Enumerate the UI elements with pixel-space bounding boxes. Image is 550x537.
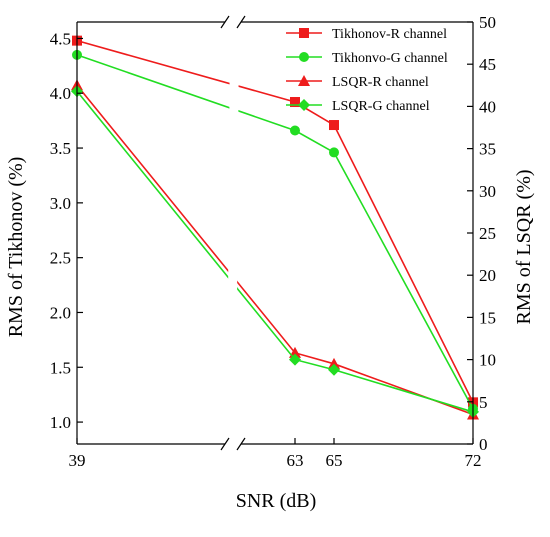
- series-line: [76, 39, 474, 403]
- right-y-tick-label: 30: [479, 182, 496, 201]
- legend-marker: [299, 28, 309, 38]
- left-y-tick-label: 3.0: [50, 194, 71, 213]
- legend: Tikhonov-R channel Tikhonvo-G channel LSQR…: [286, 27, 448, 114]
- axis-break-mark: [220, 437, 230, 451]
- right-y-tick-label: 40: [479, 97, 496, 116]
- legend-label: Tikhonov-R channel: [332, 27, 447, 42]
- series-line: [76, 90, 474, 413]
- left-y-tick-label: 4.0: [50, 84, 71, 103]
- data-point: [328, 357, 340, 369]
- ticks-layer: 1.0 1.5 2.0 2.5 3.0 3.5 4.0 4.5 0 5 10 15 20 25 30 35 40…: [50, 13, 496, 470]
- series-line: [76, 84, 474, 416]
- data-point: [329, 147, 339, 158]
- axis-break-mark: [236, 15, 246, 29]
- right-y-tick-label: 45: [479, 55, 496, 74]
- axis-break-mark: [220, 15, 230, 29]
- series-3: [71, 79, 479, 420]
- right-y-tick-label: 5: [479, 393, 488, 412]
- data-point: [289, 353, 301, 366]
- data-point: [290, 125, 300, 136]
- legend-marker: [299, 52, 309, 62]
- right-y-tick-label: 25: [479, 224, 496, 243]
- legend-marker: [298, 99, 310, 111]
- legend-entry: LSQR-G channel: [286, 99, 430, 114]
- axis-break-mark: [236, 437, 246, 451]
- x-axis-title: SNR (dB): [236, 490, 317, 512]
- series-1: [72, 35, 478, 408]
- left-axis-title: RMS of Tikhonov (%): [5, 157, 27, 338]
- x-tick-label: 72: [465, 451, 482, 470]
- legend-entry: Tikhonvo-G channel: [286, 51, 448, 66]
- right-y-tick-label: 10: [479, 351, 496, 370]
- series-4: [71, 85, 479, 418]
- legend-label: LSQR-G channel: [332, 99, 430, 114]
- left-y-tick-label: 2.0: [50, 303, 71, 322]
- legend-entry: LSQR-R channel: [286, 75, 429, 90]
- right-y-tick-label: 15: [479, 308, 496, 327]
- left-y-tick-label: 3.5: [50, 139, 71, 158]
- right-y-tick-label: 50: [479, 13, 496, 32]
- legend-label: Tikhonvo-G channel: [332, 51, 448, 66]
- data-point: [290, 97, 300, 108]
- left-y-tick-label: 2.5: [50, 249, 71, 268]
- right-y-tick-label: 20: [479, 266, 496, 285]
- legend-marker: [298, 75, 310, 86]
- left-y-tick-label: 4.5: [50, 29, 71, 48]
- axis-layer: [76, 15, 474, 451]
- series-line: [76, 54, 474, 410]
- left-y-tick-label: 1.0: [50, 413, 71, 432]
- right-y-tick-label: 35: [479, 140, 496, 159]
- right-axis-title: RMS of LSQR (%): [513, 169, 535, 324]
- data-point: [329, 120, 339, 131]
- left-y-tick-label: 1.5: [50, 358, 71, 377]
- x-tick-label: 63: [287, 451, 304, 470]
- right-y-tick-label: 0: [479, 435, 488, 454]
- x-tick-label: 65: [326, 451, 343, 470]
- axis-break-gap: [227, 24, 239, 442]
- x-tick-label: 39: [69, 451, 86, 470]
- legend-entry: Tikhonov-R channel: [286, 27, 447, 42]
- data-point: [328, 363, 340, 376]
- legend-label: LSQR-R channel: [332, 75, 429, 90]
